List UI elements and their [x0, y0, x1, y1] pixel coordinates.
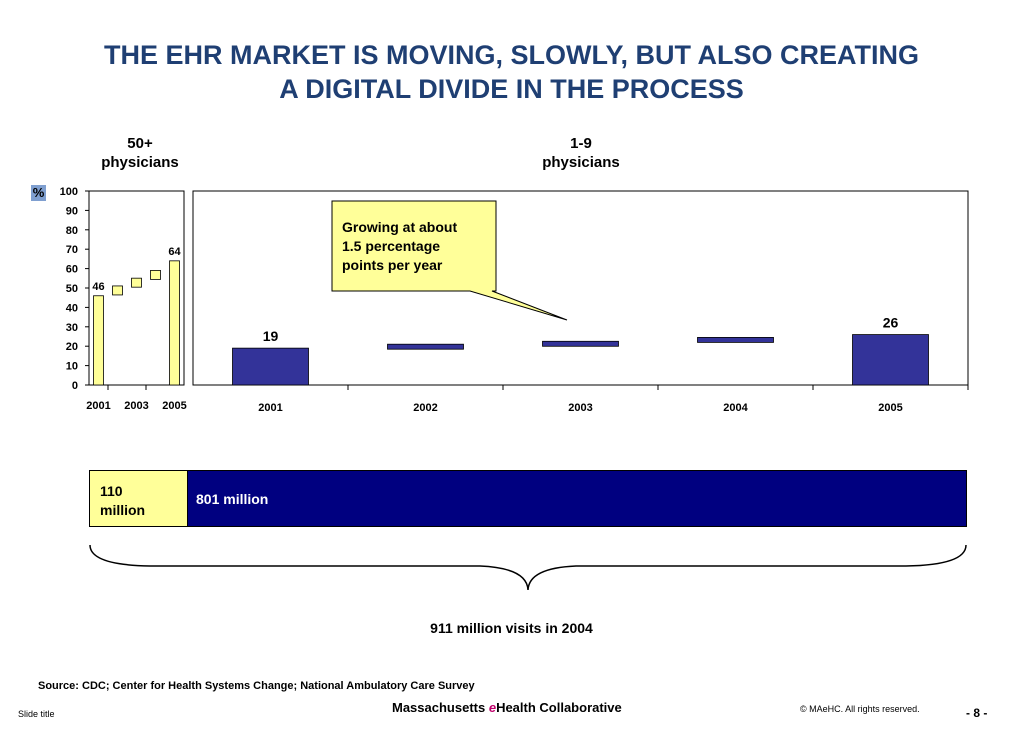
x-tick-label-small-2001: 2001 — [258, 402, 282, 414]
callout-text: Growing at about 1.5 percentage points p… — [342, 218, 492, 275]
y-tick-label: 10 — [66, 361, 78, 373]
x-tick-label-small-2005: 2005 — [878, 402, 902, 414]
visits-segment-small-label: 801 million — [196, 491, 269, 507]
visits-segment-large-practices: 110 million — [90, 471, 188, 526]
bar-small-2001 — [232, 347, 309, 386]
marker-large-2003 — [131, 277, 142, 288]
total-visits-label: 911 million visits in 2004 — [430, 620, 593, 636]
data-label-small-2005: 26 — [883, 315, 899, 331]
footer-organization: Massachusetts eHealth Collaborative — [392, 700, 622, 715]
chart-title-small-practices: 1-9 physicians — [521, 134, 641, 172]
data-label-large-2001: 46 — [92, 281, 104, 293]
bar-small-2005 — [852, 334, 929, 386]
x-tick-label-small-2002: 2002 — [413, 402, 437, 414]
y-tick-label: 100 — [60, 186, 78, 198]
visits-segment-large-line2: million — [100, 502, 146, 518]
footer-page-number: - 8 - — [966, 706, 988, 720]
source-note: Source: CDC; Center for Health Systems C… — [38, 680, 475, 692]
visits-segment-small-practices: 801 million — [188, 471, 966, 526]
chart-title-small-line1: 1-9 — [570, 135, 592, 152]
footer-org-e: e — [488, 700, 497, 715]
left-plot-frame — [88, 190, 185, 386]
callout-line2: 1.5 percentage — [342, 238, 441, 254]
x-tick-label-small-2003: 2003 — [568, 402, 592, 414]
y-tick-label: 40 — [66, 302, 78, 314]
x-tick-label-large-2003: 2003 — [124, 400, 148, 412]
x-tick-label-small-2004: 2004 — [723, 402, 748, 414]
slide-title-line2: A DIGITAL DIVIDE IN THE PROCESS — [279, 74, 744, 104]
marker-large-2002 — [112, 285, 123, 296]
marker-large-2004 — [150, 270, 161, 280]
data-label-large-2005: 64 — [168, 246, 181, 258]
chart-title-large-practices: 50+ physicians — [90, 134, 190, 172]
footer-org-part1: Massachusetts — [392, 700, 489, 715]
chart-title-small-line2: physicians — [542, 154, 620, 171]
bar-charts: 0 10 20 30 40 50 60 70 80 90 100 46 64 2001 2003 2005 1… — [60, 186, 969, 414]
visits-segment-large-label: 110 million — [100, 482, 145, 520]
y-tick-label: 80 — [66, 225, 78, 237]
marker-small-2004 — [697, 337, 774, 343]
y-tick-label: 90 — [66, 205, 78, 217]
callout-box — [331, 200, 568, 321]
bar-large-2001 — [93, 295, 104, 386]
chart-title-large-line2: physicians — [101, 154, 179, 171]
footer-slide-title: Slide title — [18, 709, 55, 719]
footer-copyright: © MAeHC. All rights reserved. — [800, 704, 920, 714]
y-tick-label: 70 — [66, 244, 78, 256]
slide-title-line1: THE EHR MARKET IS MOVING, SLOWLY, BUT AL… — [103, 40, 920, 70]
x-tick-label-large-2001: 2001 — [86, 400, 110, 412]
right-plot-frame — [192, 190, 969, 386]
y-tick-label: 0 — [72, 380, 78, 392]
chart-small-practices: 19 2001 2002 2003 2004 26 2005 — [192, 190, 969, 414]
slide-title: THE EHR MARKET IS MOVING, SLOWLY, BUT AL… — [0, 38, 1023, 106]
callout-line3: points per year — [342, 257, 443, 273]
chart-large-practices: 0 10 20 30 40 50 60 70 80 90 100 46 64 2001 2003 2005 — [60, 186, 187, 412]
data-label-small-2001: 19 — [263, 328, 279, 344]
marker-small-2002 — [387, 343, 464, 350]
callout-line1: Growing at about — [342, 219, 458, 235]
y-tick-label: 50 — [66, 283, 78, 295]
visits-segment-large-line1: 110 — [100, 483, 123, 499]
y-tick-label: 20 — [66, 341, 78, 353]
y-tick-label: 60 — [66, 264, 78, 276]
footer-org-part2: Health Collaborative — [496, 700, 622, 715]
bar-large-2005 — [169, 260, 180, 386]
chart-title-large-line1: 50+ — [127, 135, 153, 152]
x-tick-label-large-2005: 2005 — [162, 400, 186, 412]
visits-bar: 110 million 801 million — [89, 470, 967, 527]
unit-label: % — [31, 185, 46, 201]
y-tick-label: 30 — [66, 322, 78, 334]
marker-small-2003 — [542, 340, 619, 347]
